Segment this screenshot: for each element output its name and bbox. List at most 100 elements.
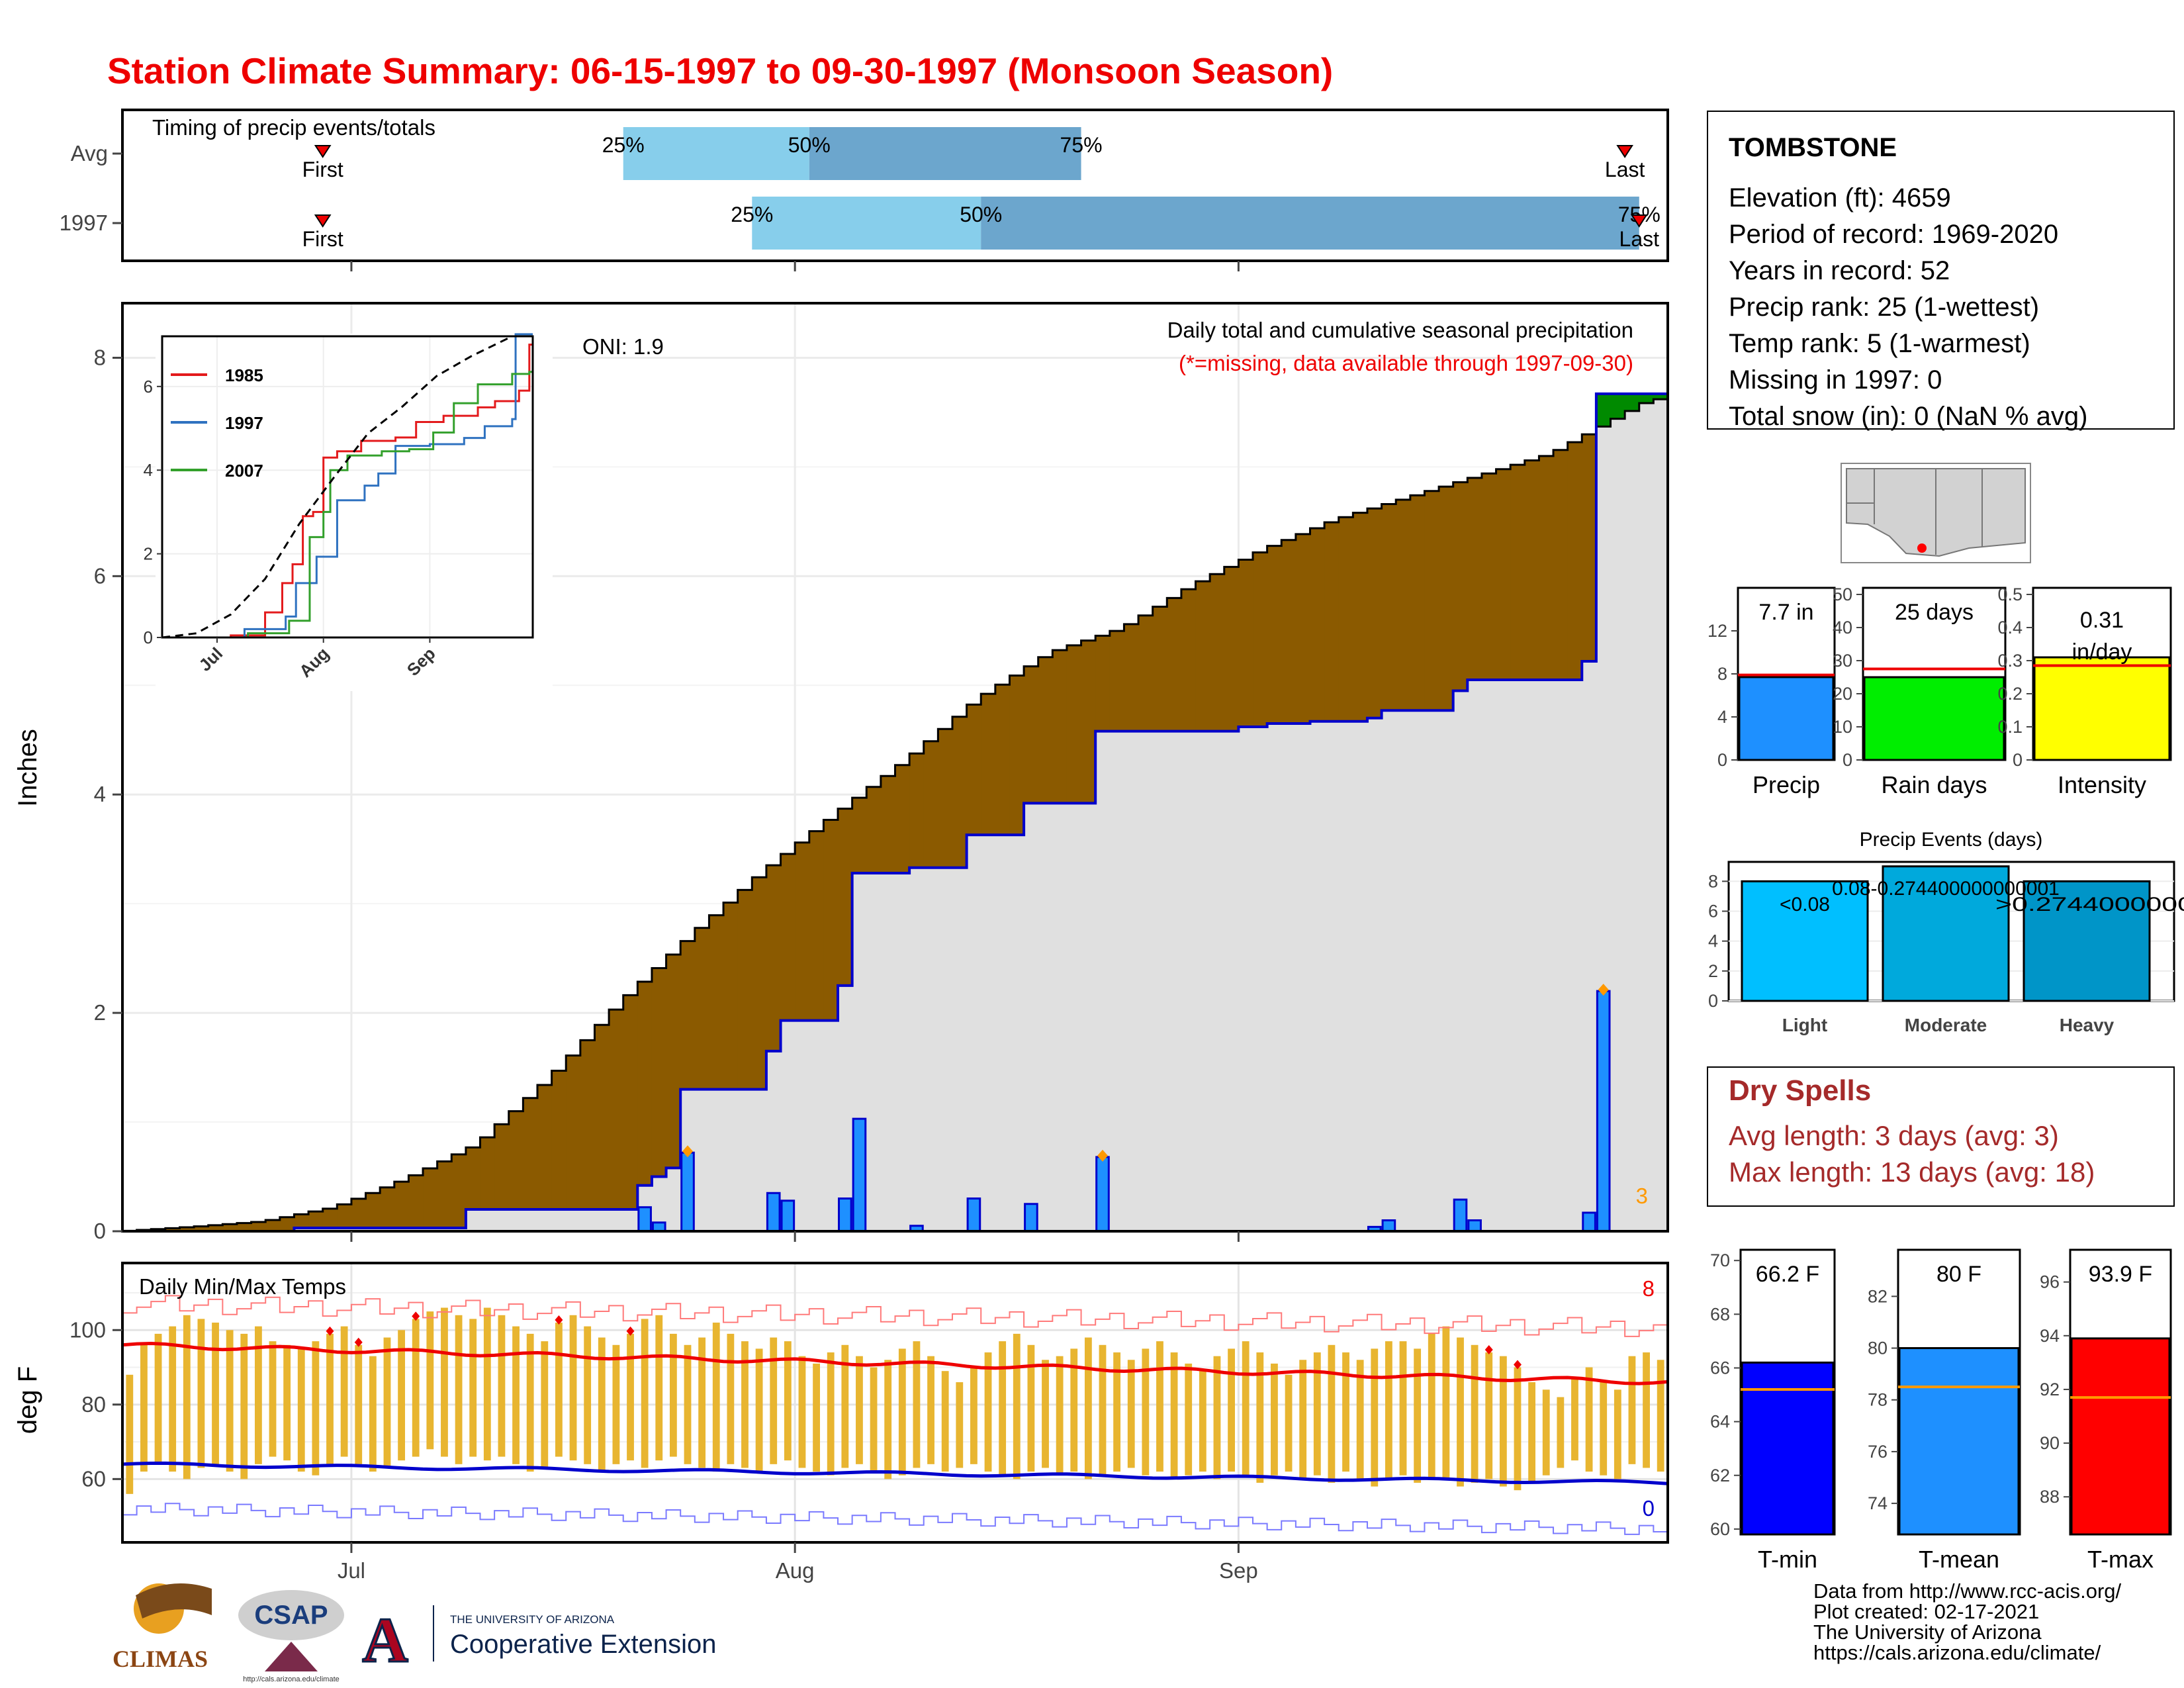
temp-range-bar <box>140 1344 148 1472</box>
precip-below-band <box>737 1089 752 1231</box>
temp-range-bar <box>426 1311 434 1450</box>
precip-deficit-band <box>1081 640 1096 804</box>
temp-avg-min-line <box>122 1461 1668 1485</box>
precip-deficit-band <box>1281 539 1297 724</box>
mini-chart-value-label: 25 days <box>1895 600 1974 625</box>
timing-last-marker <box>1630 214 1648 228</box>
precip-deficit-band <box>866 786 882 873</box>
precip-below-band <box>1095 731 1111 1231</box>
temp-range-bar <box>1557 1397 1565 1468</box>
temp-range-bar <box>1428 1333 1435 1479</box>
mini-chart-y-tick-label: 78 <box>1868 1390 1888 1410</box>
precip-below-band <box>1610 418 1625 1231</box>
precip-below-band <box>1238 726 1253 1231</box>
mini-chart-y-tick-label: 74 <box>1868 1493 1888 1513</box>
precip-deficit-band <box>966 704 981 835</box>
precip-events-range-label: <0.08 <box>1780 894 1830 915</box>
temps-panel: 60 80 100 Daily Min/Max Temps 8 0 deg F <box>13 1262 1669 1544</box>
mini-chart-y-tick-label: 8 <box>1717 664 1727 684</box>
mini-chart-y-tick-label: 0.3 <box>1997 651 2023 671</box>
precip-below-band <box>566 1209 581 1231</box>
temp-range-bar <box>970 1367 978 1464</box>
timing-first-label: First <box>302 227 343 251</box>
precip-deficit-band <box>1038 657 1053 804</box>
timing-row-label: Avg <box>71 141 108 165</box>
precip-surplus-band <box>1653 393 1668 400</box>
mini-chart-xlabel: Precip <box>1752 771 1820 798</box>
temp-range-bar <box>1185 1363 1193 1476</box>
temp-range-bar <box>612 1344 620 1464</box>
mini-chart-xlabel: Intensity <box>2058 771 2146 798</box>
precip-deficit-band <box>609 1009 624 1210</box>
daily-precip-bar <box>838 1197 852 1233</box>
mini-chart-y-tick-label: 70 <box>1710 1250 1730 1270</box>
precip-deficit-band <box>1381 504 1396 711</box>
precip-below-band <box>809 1020 824 1231</box>
precip-below-band <box>1195 731 1210 1231</box>
precip-deficit-band <box>1424 491 1439 711</box>
temp-range-bar <box>541 1341 549 1468</box>
temp-range-bar <box>355 1344 363 1464</box>
precip-deficit-band <box>923 741 938 868</box>
precip-below-band <box>780 1020 796 1231</box>
precip-deficit-band <box>365 1193 381 1229</box>
precip-deficit-band <box>251 1221 266 1231</box>
precip-below-band <box>1324 721 1340 1231</box>
mini-chart-value-unit: in/day <box>2072 639 2132 665</box>
temp-range-bar <box>870 1367 878 1472</box>
temp-range-bar <box>441 1307 448 1457</box>
precip-below-band <box>1410 710 1426 1231</box>
precip-below-band <box>1210 731 1225 1231</box>
precip-deficit-band <box>1439 487 1454 711</box>
temp-range-bar <box>340 1326 348 1457</box>
temp-range-bar <box>784 1341 792 1461</box>
precip-deficit-band <box>351 1198 367 1229</box>
inset-legend-label: 1997 <box>225 413 263 433</box>
precip-below-band <box>1625 410 1640 1231</box>
precip-below-band <box>1124 731 1139 1231</box>
precip-deficit-band <box>651 968 667 1177</box>
temp-range-bar <box>584 1326 592 1464</box>
temp-y-tick-label: 80 <box>81 1392 106 1417</box>
precip-below-band <box>494 1209 510 1231</box>
precip-below-band <box>880 872 896 1231</box>
precip-below-band <box>394 1228 410 1231</box>
mini-chart-y-tick-label: 0.5 <box>1997 585 2023 604</box>
precip-deficit-band <box>1095 635 1111 731</box>
timing-q50-label: 50% <box>788 133 831 157</box>
temp-range-bar <box>1070 1348 1078 1472</box>
precip-deficit-band <box>1324 522 1340 722</box>
precip-below-band <box>1553 680 1569 1231</box>
temp-range-bar <box>398 1330 406 1461</box>
precip-deficit-band <box>322 1208 338 1229</box>
temp-range-bar <box>283 1344 291 1461</box>
precip-below-band <box>308 1228 324 1231</box>
station-info-line: Years in record: 52 <box>1729 256 1950 285</box>
precip-below-band <box>1152 731 1167 1231</box>
temp-range-bar <box>226 1330 234 1472</box>
temp-range-bar <box>1242 1341 1250 1476</box>
inset-legend-label: 2007 <box>225 461 263 481</box>
precip-deficit-band <box>1138 615 1154 731</box>
ua-block-a: A <box>362 1605 408 1675</box>
mini-chart-y-tick-label: 66 <box>1710 1358 1730 1378</box>
station-info-line: Period of record: 1969-2020 <box>1729 220 2058 249</box>
mini-chart-y-tick-label: 92 <box>2040 1380 2060 1399</box>
mini-chart-y-tick-label: 12 <box>1707 621 1727 641</box>
inset-series-line <box>161 335 533 639</box>
temp-range-bar <box>770 1337 778 1464</box>
mini-chart-y-tick-label: 20 <box>1833 684 1852 704</box>
precip-below-band <box>709 1089 724 1231</box>
temp-range-bar <box>741 1341 749 1468</box>
timing-last-label: Last <box>1619 227 1660 251</box>
precip-below-band <box>351 1228 367 1231</box>
mini-chart-bar <box>1863 676 2005 761</box>
precip-ylabel: Inches <box>13 729 42 807</box>
temp-range-bar <box>1643 1352 1650 1468</box>
precip-below-band <box>752 1089 767 1231</box>
temp-range-bar <box>312 1341 320 1476</box>
precip-deficit-band <box>1295 534 1311 724</box>
mini-chart-y-tick-label: 60 <box>1710 1519 1730 1539</box>
station-frame <box>1707 111 2175 430</box>
daily-precip-flag <box>1598 984 1609 996</box>
